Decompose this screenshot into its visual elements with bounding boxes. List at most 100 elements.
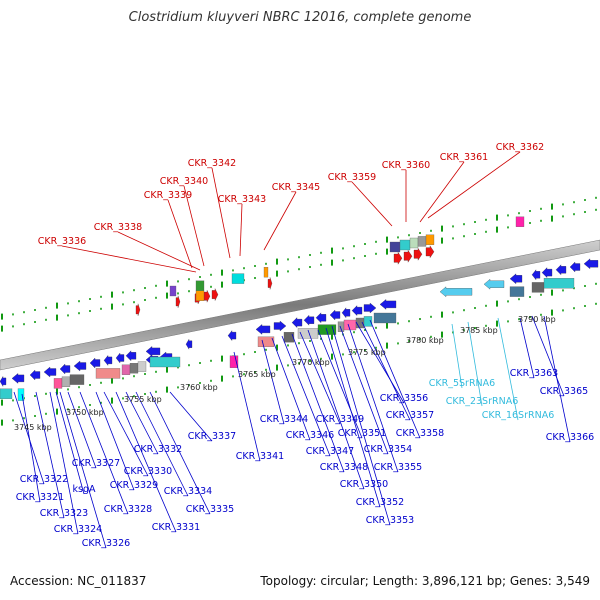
feature-box	[149, 356, 181, 368]
leader-line	[21, 393, 41, 503]
gene-label-bottom: CKR_3334	[164, 486, 212, 497]
gene-arrow-reverse	[29, 369, 41, 381]
gene-arrow-reverse	[59, 363, 71, 375]
feature-box	[373, 312, 397, 324]
gene-label-top: CKR_3343	[218, 194, 266, 205]
feature-box-upper	[409, 237, 419, 249]
gene-arrow-reverse	[115, 352, 125, 364]
gene-label-bottom: CKR_3326	[82, 538, 130, 549]
feature-box	[53, 378, 63, 389]
gene-label-top: CKR_3361	[440, 152, 488, 163]
feature-box-upper	[425, 234, 435, 245]
feature-box-upper	[231, 273, 245, 284]
leader-line	[467, 321, 483, 407]
gene-label-bottom: CKR_3335	[186, 504, 234, 515]
gene-label-bottom: CKR_3330	[124, 466, 172, 477]
gene-arrow-forward	[175, 295, 181, 308]
gene-arrow-forward	[267, 277, 273, 290]
leader-line	[339, 325, 389, 455]
feature-box	[317, 324, 337, 335]
gene-arrow-reverse	[145, 346, 161, 357]
gene-arrow-reverse	[541, 267, 553, 278]
kbp-tick-label: 3745 kbp	[14, 423, 52, 432]
gene-arrow-reverse	[255, 324, 271, 335]
kbp-tick-label: 3760 kbp	[180, 383, 218, 392]
feature-box	[0, 388, 13, 399]
feature-box	[229, 355, 239, 368]
gene-label-top: CKR_3336	[38, 236, 86, 247]
leader-line	[233, 351, 261, 462]
gene-arrow-forward	[135, 303, 141, 316]
gene-label-bottom: CKR_3357	[386, 410, 434, 421]
leader-line	[211, 167, 231, 259]
leader-line	[281, 335, 331, 457]
feature-box	[17, 388, 25, 401]
leader-line	[291, 333, 345, 473]
kbp-tick-label: 3770 kbp	[292, 358, 330, 367]
kbp-tick-label: 3755 kbp	[124, 395, 162, 404]
gene-arrow-reverse	[185, 338, 193, 350]
gene-arrow-reverse	[11, 373, 25, 384]
gene-arrow-reverse	[315, 312, 327, 324]
accession: Accession: NC_011837	[10, 574, 147, 588]
gene-label-bottom: CKR_3348	[320, 462, 368, 473]
gene-label-bottom: CKR_3322	[20, 474, 68, 485]
gene-arrow-forward	[211, 288, 219, 301]
feature-box	[257, 336, 275, 347]
gene-label-bottom: CKR_3358	[396, 428, 444, 439]
gene-arrow-forward	[425, 245, 435, 259]
gene-arrow-reverse	[103, 354, 113, 366]
leader-line	[61, 245, 197, 273]
leader-line	[67, 391, 97, 469]
gene-label-bottom: CKR_3354	[364, 444, 412, 455]
gene-label-top: CKR_3362	[496, 142, 544, 153]
leader-line	[115, 391, 177, 533]
kbp-tick-label: 3765 kbp	[238, 370, 276, 379]
leader-line	[369, 319, 421, 439]
feature-box-upper	[417, 236, 427, 247]
leader-line	[299, 331, 341, 425]
gene-arrow-forward	[393, 251, 403, 265]
gene-label-bottom: CKR_3351	[338, 428, 386, 439]
leader-line	[347, 323, 399, 473]
gene-arrow-reverse	[329, 309, 341, 321]
gene-label-top: CKR_3360	[382, 160, 430, 171]
leader-line	[317, 329, 363, 439]
feature-box	[69, 374, 85, 385]
gene-label-bottom: CKR_3346	[286, 430, 334, 441]
feature-box	[61, 376, 71, 387]
leader-line	[497, 317, 519, 421]
gene-arrow-forward	[203, 290, 211, 303]
gene-arrow-forward	[413, 247, 423, 261]
gene-label-bottom: CKR_3355	[374, 462, 422, 473]
leader-line	[307, 329, 365, 490]
feature-box	[343, 319, 357, 331]
gene-label-bottom: CKR_3352	[356, 497, 404, 508]
feature-box-upper	[195, 280, 205, 291]
leader-line	[125, 391, 159, 455]
genome-axis	[0, 239, 600, 371]
page-title: Clostridium kluyveri NBRC 12016, complet…	[128, 10, 472, 25]
feature-box	[337, 321, 345, 332]
leader-line	[351, 181, 393, 227]
kbp-tick-label: 3775 kbp	[348, 348, 386, 357]
gene-arrow-reverse	[555, 264, 567, 276]
leader-line	[79, 391, 129, 515]
gene-arrow-reverse	[303, 314, 315, 326]
gene-label-bottom: CKR_3349	[316, 414, 364, 425]
kbp-tick-label: 3780 kbp	[406, 336, 444, 345]
leader-line	[325, 327, 381, 508]
feature-box	[509, 286, 525, 297]
leader-line	[95, 391, 135, 491]
gene-arrow-reverse	[509, 273, 523, 285]
leader-line	[531, 315, 565, 397]
leader-line	[451, 323, 463, 389]
gene-label-top: CKR_3338	[94, 222, 142, 233]
gene-label-bottom: CKR_3365	[540, 386, 588, 397]
gene-label-bottom: CKR_3321	[16, 492, 64, 503]
leader-line	[239, 203, 243, 257]
feature-box	[363, 316, 373, 327]
leader-line	[331, 325, 391, 526]
feature-box-upper	[169, 285, 177, 297]
